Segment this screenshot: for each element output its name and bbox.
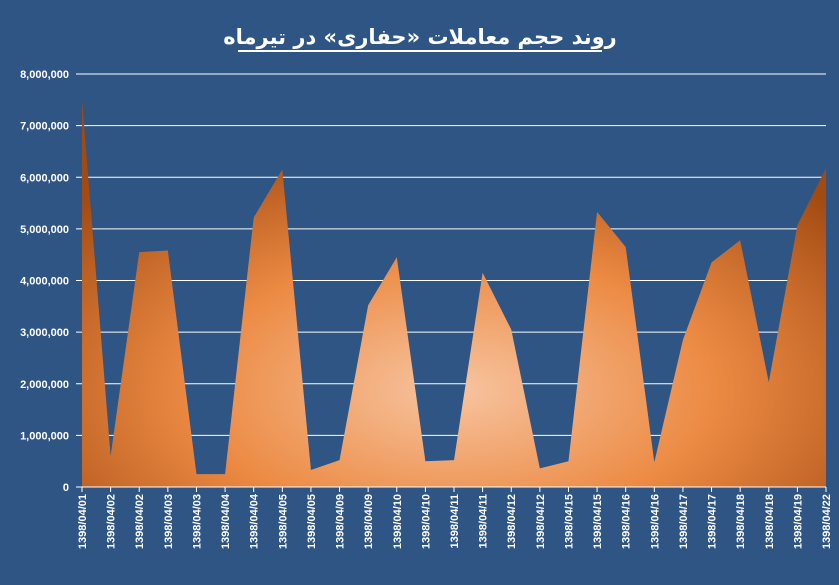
chart-title: روند حجم معاملات «حفاری» در تیرماه	[223, 25, 617, 49]
x-tick-label: 1398/04/02	[134, 494, 146, 549]
x-tick-label: 1398/04/12	[506, 494, 518, 549]
x-tick-label: 1398/04/16	[621, 494, 633, 549]
x-tick-label: 1398/04/15	[592, 494, 604, 549]
x-tick-label: 1398/04/04	[249, 493, 261, 549]
x-tick-label: 1398/04/04	[220, 493, 232, 549]
x-tick-label: 1398/04/09	[363, 494, 375, 549]
x-tick-label: 1398/04/05	[277, 494, 289, 549]
x-tick-label: 1398/04/10	[392, 494, 404, 549]
x-tick-label: 1398/04/19	[792, 494, 804, 549]
x-tick-label: 1398/04/18	[764, 494, 776, 549]
area	[82, 99, 826, 487]
y-tick-label: 1,000,000	[20, 430, 69, 442]
y-tick-label: 3,000,000	[20, 327, 69, 339]
x-tick-label: 1398/04/17	[707, 494, 719, 549]
x-tick-label: 1398/04/22	[821, 494, 833, 549]
y-tick-label: 7,000,000	[20, 121, 69, 133]
x-tick-label: 1398/04/16	[649, 494, 661, 549]
x-tick-label: 1398/04/11	[478, 494, 490, 548]
x-tick-label: 1398/04/03	[191, 494, 203, 549]
x-tick-label: 1398/04/01	[77, 494, 89, 549]
y-tick-label: 5,000,000	[20, 224, 69, 236]
x-tick-label: 1398/04/11	[449, 494, 461, 548]
x-tick-label: 1398/04/15	[563, 494, 575, 549]
y-tick-label: 2,000,000	[20, 379, 69, 391]
x-tick-label: 1398/04/05	[306, 494, 318, 549]
labels: 0 1,000,000 2,000,000 3,000,000 4,000,000 5,0…	[20, 69, 833, 549]
x-tick-label: 1398/04/18	[735, 494, 747, 549]
y-tick-label: 8,000,000	[20, 69, 69, 81]
x-tick-label: 1398/04/12	[535, 494, 547, 549]
y-tick-label: 6,000,000	[20, 172, 69, 184]
x-tick-label: 1398/04/02	[106, 494, 118, 549]
x-tick-label: 1398/04/09	[335, 494, 347, 549]
y-tick-label: 0	[63, 482, 69, 494]
y-tick-label: 4,000,000	[20, 276, 69, 288]
x-tick-label: 1398/04/10	[420, 494, 432, 549]
plot	[81, 99, 827, 492]
x-tick-label: 1398/04/17	[678, 494, 690, 549]
x-tick-label: 1398/04/03	[163, 494, 175, 549]
